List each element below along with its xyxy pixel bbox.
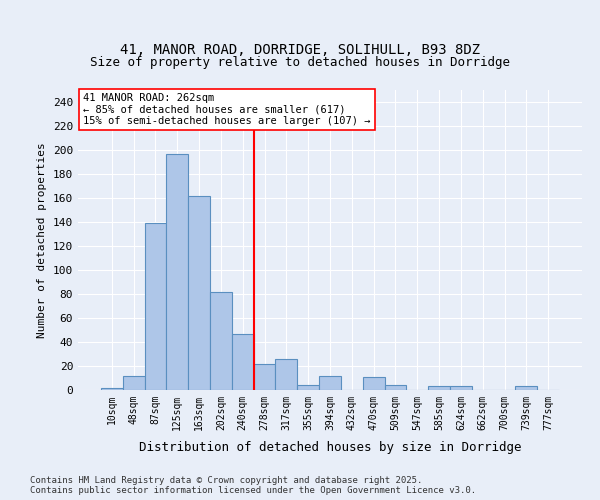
Text: 41 MANOR ROAD: 262sqm
← 85% of detached houses are smaller (617)
15% of semi-det: 41 MANOR ROAD: 262sqm ← 85% of detached … (83, 93, 371, 126)
Text: Contains HM Land Registry data © Crown copyright and database right 2025.
Contai: Contains HM Land Registry data © Crown c… (30, 476, 476, 495)
Bar (297, 385, 319, 390)
Bar (101, 388, 123, 390)
Bar (145, 223, 166, 390)
Bar (275, 359, 297, 390)
Bar (188, 196, 210, 390)
Bar (210, 292, 232, 390)
Bar (123, 376, 145, 390)
Bar (232, 334, 254, 390)
Bar (450, 386, 472, 390)
Bar (319, 376, 341, 390)
Bar (515, 386, 537, 390)
Text: Size of property relative to detached houses in Dorridge: Size of property relative to detached ho… (90, 56, 510, 69)
Y-axis label: Number of detached properties: Number of detached properties (37, 142, 47, 338)
Bar (363, 377, 385, 390)
Bar (254, 364, 275, 390)
Bar (385, 385, 406, 390)
Bar (166, 154, 188, 390)
Bar (428, 386, 450, 390)
Text: 41, MANOR ROAD, DORRIDGE, SOLIHULL, B93 8DZ: 41, MANOR ROAD, DORRIDGE, SOLIHULL, B93 … (120, 44, 480, 58)
X-axis label: Distribution of detached houses by size in Dorridge: Distribution of detached houses by size … (139, 441, 521, 454)
